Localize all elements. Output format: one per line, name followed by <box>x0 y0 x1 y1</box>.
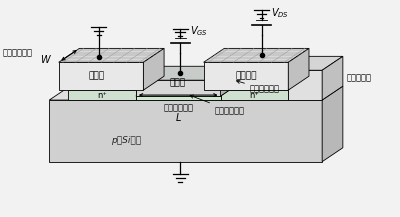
Polygon shape <box>59 62 143 90</box>
Text: L: L <box>176 113 181 123</box>
Polygon shape <box>68 76 156 90</box>
Polygon shape <box>220 90 288 100</box>
Text: n⁺: n⁺ <box>97 91 107 100</box>
Text: $V_{GS}$: $V_{GS}$ <box>190 25 208 38</box>
Polygon shape <box>288 56 343 70</box>
Text: ソース: ソース <box>89 72 105 81</box>
Text: ゲート酸化膜: ゲート酸化膜 <box>190 95 245 115</box>
Text: 厚い酸化膜: 厚い酸化膜 <box>347 74 372 82</box>
Text: $V_{DS}$: $V_{DS}$ <box>271 6 289 20</box>
Polygon shape <box>136 82 241 96</box>
Polygon shape <box>288 48 309 90</box>
Text: W: W <box>40 54 49 64</box>
Polygon shape <box>136 80 220 96</box>
Polygon shape <box>204 48 309 62</box>
Text: チャンネル幅: チャンネル幅 <box>2 48 32 57</box>
Polygon shape <box>220 66 241 96</box>
Polygon shape <box>136 96 220 100</box>
Text: ドレーン: ドレーン <box>235 72 257 81</box>
Polygon shape <box>322 56 343 100</box>
Polygon shape <box>49 100 322 162</box>
Polygon shape <box>204 62 288 90</box>
Text: ポリシリコン: ポリシリコン <box>236 80 280 94</box>
Polygon shape <box>288 70 322 100</box>
Polygon shape <box>136 66 241 80</box>
Polygon shape <box>322 86 343 162</box>
Text: ゲート: ゲート <box>170 79 186 88</box>
Polygon shape <box>220 76 309 90</box>
Text: チャンネル長: チャンネル長 <box>163 103 193 112</box>
Polygon shape <box>49 86 343 100</box>
Polygon shape <box>68 90 136 100</box>
Polygon shape <box>143 48 164 90</box>
Text: n⁺: n⁺ <box>250 91 259 100</box>
Text: p形Si基板: p形Si基板 <box>111 136 141 145</box>
Polygon shape <box>59 48 164 62</box>
